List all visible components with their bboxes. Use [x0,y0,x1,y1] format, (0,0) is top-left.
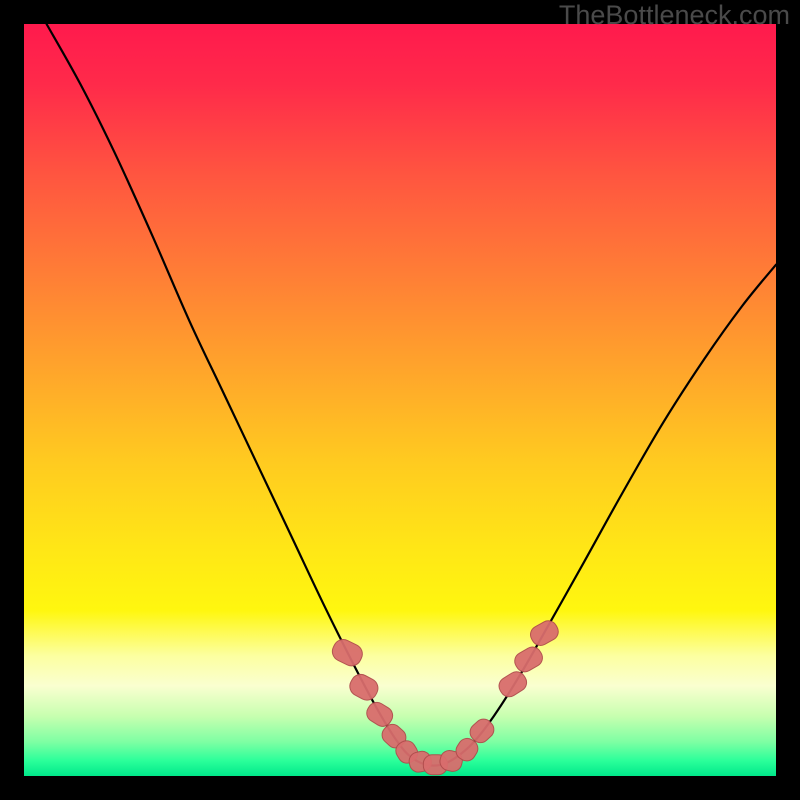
watermark-text: TheBottleneck.com [559,0,790,31]
curve-marker [496,668,530,700]
plot-area [24,24,776,776]
chart-stage: TheBottleneck.com [0,0,800,800]
curve-marker [527,618,561,649]
marker-layer [329,618,561,775]
curve-marker [346,671,381,704]
curve-marker [329,636,366,669]
chart-overlay [24,24,776,776]
bottleneck-curve [47,24,776,766]
curve-marker [511,644,545,675]
